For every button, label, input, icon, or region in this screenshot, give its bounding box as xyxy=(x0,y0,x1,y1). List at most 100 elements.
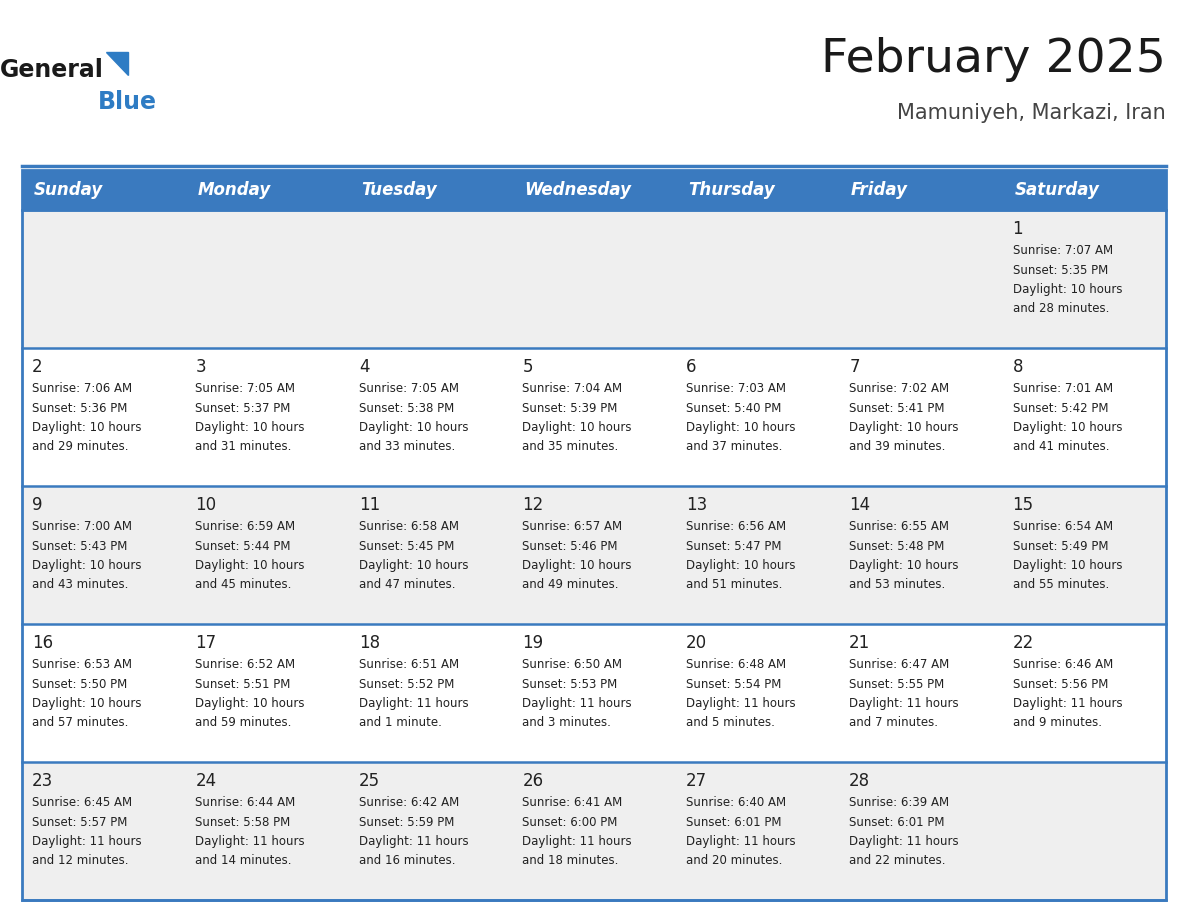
Text: Sunrise: 7:01 AM: Sunrise: 7:01 AM xyxy=(1012,382,1113,395)
Text: 18: 18 xyxy=(359,634,380,652)
Text: Sunrise: 6:52 AM: Sunrise: 6:52 AM xyxy=(196,658,296,671)
Text: Sunrise: 6:44 AM: Sunrise: 6:44 AM xyxy=(196,796,296,809)
Text: and 51 minutes.: and 51 minutes. xyxy=(685,578,782,591)
Bar xyxy=(512,624,676,762)
Text: and 28 minutes.: and 28 minutes. xyxy=(1012,303,1108,316)
Text: and 9 minutes.: and 9 minutes. xyxy=(1012,717,1101,730)
Text: Sunset: 5:56 PM: Sunset: 5:56 PM xyxy=(1012,677,1108,690)
Bar xyxy=(185,762,349,900)
Text: Daylight: 10 hours: Daylight: 10 hours xyxy=(849,559,959,572)
Text: 6: 6 xyxy=(685,358,696,376)
Bar xyxy=(839,170,1003,210)
Text: 28: 28 xyxy=(849,772,871,790)
Bar xyxy=(1003,170,1165,210)
Text: Daylight: 10 hours: Daylight: 10 hours xyxy=(359,421,468,434)
Text: and 1 minute.: and 1 minute. xyxy=(359,717,442,730)
Text: Tuesday: Tuesday xyxy=(361,181,437,199)
Bar xyxy=(23,486,185,624)
Bar xyxy=(1003,486,1165,624)
Text: 19: 19 xyxy=(523,634,543,652)
Text: Sunset: 5:58 PM: Sunset: 5:58 PM xyxy=(196,815,291,829)
Text: Friday: Friday xyxy=(851,181,908,199)
Text: and 18 minutes.: and 18 minutes. xyxy=(523,855,619,868)
Text: Sunset: 5:40 PM: Sunset: 5:40 PM xyxy=(685,401,781,415)
Text: 14: 14 xyxy=(849,496,871,514)
Text: Daylight: 11 hours: Daylight: 11 hours xyxy=(685,835,795,848)
Bar xyxy=(512,170,676,210)
Text: Sunrise: 6:45 AM: Sunrise: 6:45 AM xyxy=(32,796,132,809)
Text: 22: 22 xyxy=(1012,634,1034,652)
Text: Sunrise: 7:00 AM: Sunrise: 7:00 AM xyxy=(32,520,132,533)
Text: Sunrise: 6:46 AM: Sunrise: 6:46 AM xyxy=(1012,658,1113,671)
Text: Sunrise: 6:41 AM: Sunrise: 6:41 AM xyxy=(523,796,623,809)
Text: and 59 minutes.: and 59 minutes. xyxy=(196,717,292,730)
Text: and 16 minutes.: and 16 minutes. xyxy=(359,855,455,868)
Text: Daylight: 10 hours: Daylight: 10 hours xyxy=(1012,559,1123,572)
Text: Thursday: Thursday xyxy=(688,181,775,199)
Text: Daylight: 10 hours: Daylight: 10 hours xyxy=(32,559,141,572)
Text: Sunrise: 7:05 AM: Sunrise: 7:05 AM xyxy=(196,382,296,395)
Bar xyxy=(676,210,839,348)
Text: Sunset: 5:39 PM: Sunset: 5:39 PM xyxy=(523,401,618,415)
Text: Daylight: 11 hours: Daylight: 11 hours xyxy=(359,835,468,848)
Text: General: General xyxy=(0,58,105,82)
Text: Daylight: 11 hours: Daylight: 11 hours xyxy=(196,835,305,848)
Text: Sunset: 5:45 PM: Sunset: 5:45 PM xyxy=(359,540,454,553)
Text: Daylight: 11 hours: Daylight: 11 hours xyxy=(32,835,141,848)
Text: Sunset: 5:43 PM: Sunset: 5:43 PM xyxy=(32,540,127,553)
Text: 10: 10 xyxy=(196,496,216,514)
Text: Sunset: 5:46 PM: Sunset: 5:46 PM xyxy=(523,540,618,553)
Text: 25: 25 xyxy=(359,772,380,790)
Text: Daylight: 10 hours: Daylight: 10 hours xyxy=(196,697,305,710)
Text: and 29 minutes.: and 29 minutes. xyxy=(32,441,128,453)
Text: and 49 minutes.: and 49 minutes. xyxy=(523,578,619,591)
Text: Sunset: 5:36 PM: Sunset: 5:36 PM xyxy=(32,401,127,415)
Text: Daylight: 11 hours: Daylight: 11 hours xyxy=(685,697,795,710)
Text: Daylight: 11 hours: Daylight: 11 hours xyxy=(849,697,959,710)
Text: Daylight: 11 hours: Daylight: 11 hours xyxy=(1012,697,1123,710)
Text: Sunset: 5:59 PM: Sunset: 5:59 PM xyxy=(359,815,454,829)
Text: 5: 5 xyxy=(523,358,532,376)
Text: Daylight: 11 hours: Daylight: 11 hours xyxy=(523,835,632,848)
Bar xyxy=(1003,624,1165,762)
Bar xyxy=(349,624,512,762)
Text: 9: 9 xyxy=(32,496,43,514)
Bar xyxy=(23,170,1165,900)
Text: and 22 minutes.: and 22 minutes. xyxy=(849,855,946,868)
Text: Daylight: 11 hours: Daylight: 11 hours xyxy=(359,697,468,710)
Text: Mamuniyeh, Markazi, Iran: Mamuniyeh, Markazi, Iran xyxy=(897,103,1165,123)
Text: 12: 12 xyxy=(523,496,544,514)
Text: Sunrise: 7:07 AM: Sunrise: 7:07 AM xyxy=(1012,244,1113,257)
Text: Sunset: 5:42 PM: Sunset: 5:42 PM xyxy=(1012,401,1108,415)
Text: and 31 minutes.: and 31 minutes. xyxy=(196,441,292,453)
Text: Sunset: 5:48 PM: Sunset: 5:48 PM xyxy=(849,540,944,553)
Bar xyxy=(839,486,1003,624)
Text: 26: 26 xyxy=(523,772,543,790)
Text: Sunday: Sunday xyxy=(34,181,103,199)
Text: 3: 3 xyxy=(196,358,206,376)
Bar xyxy=(349,486,512,624)
Text: Daylight: 10 hours: Daylight: 10 hours xyxy=(32,421,141,434)
Bar xyxy=(512,348,676,486)
Text: Sunrise: 7:05 AM: Sunrise: 7:05 AM xyxy=(359,382,459,395)
Text: Blue: Blue xyxy=(97,90,157,114)
Text: Sunset: 5:53 PM: Sunset: 5:53 PM xyxy=(523,677,618,690)
Bar xyxy=(839,624,1003,762)
Bar xyxy=(185,170,349,210)
Text: 7: 7 xyxy=(849,358,860,376)
Text: and 55 minutes.: and 55 minutes. xyxy=(1012,578,1108,591)
Text: 16: 16 xyxy=(32,634,53,652)
Text: and 5 minutes.: and 5 minutes. xyxy=(685,717,775,730)
Text: Sunset: 5:37 PM: Sunset: 5:37 PM xyxy=(196,401,291,415)
Bar xyxy=(23,762,185,900)
Text: Sunset: 5:35 PM: Sunset: 5:35 PM xyxy=(1012,263,1108,276)
Text: Sunrise: 7:02 AM: Sunrise: 7:02 AM xyxy=(849,382,949,395)
Bar xyxy=(185,486,349,624)
Text: and 12 minutes.: and 12 minutes. xyxy=(32,855,128,868)
Bar xyxy=(676,624,839,762)
Text: Sunrise: 6:50 AM: Sunrise: 6:50 AM xyxy=(523,658,623,671)
Text: Daylight: 10 hours: Daylight: 10 hours xyxy=(523,559,632,572)
Bar xyxy=(512,486,676,624)
Text: Sunset: 5:55 PM: Sunset: 5:55 PM xyxy=(849,677,944,690)
Text: Sunrise: 7:04 AM: Sunrise: 7:04 AM xyxy=(523,382,623,395)
